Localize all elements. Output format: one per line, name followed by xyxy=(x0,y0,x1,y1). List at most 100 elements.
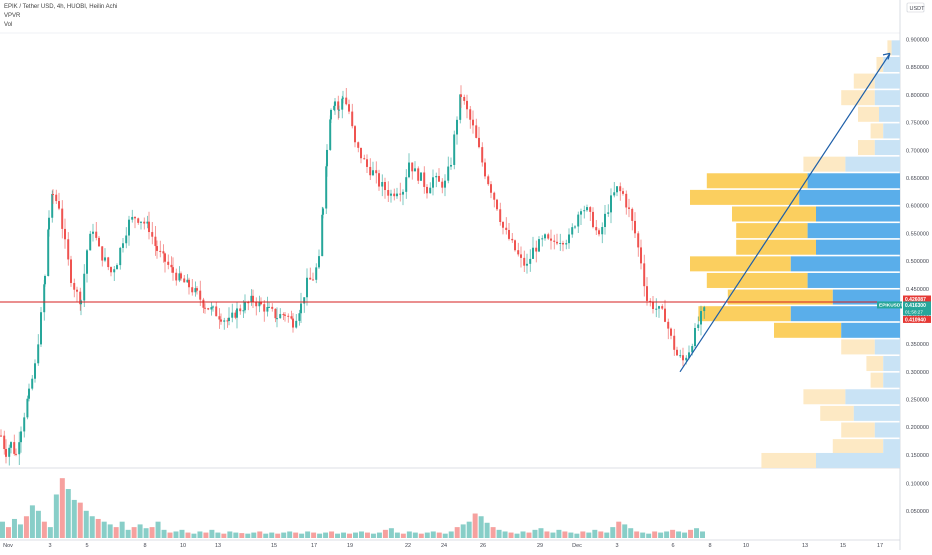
candle xyxy=(598,228,600,237)
volume-bar xyxy=(59,478,65,538)
candle xyxy=(180,271,182,281)
volume-bar xyxy=(442,533,448,538)
volume-bar xyxy=(646,533,652,538)
candle-body xyxy=(162,251,165,254)
volume-bar xyxy=(71,499,77,538)
time-tick-label: 5 xyxy=(85,543,88,549)
candle xyxy=(628,198,630,218)
candle xyxy=(167,254,170,270)
candle xyxy=(292,313,294,333)
time-axis[interactable]: Nov 3 5 8 10 13 15 17 19 22 24 26 29 Dec 3 6 8 10 13 15 17 xyxy=(3,543,883,549)
candle-body xyxy=(202,299,205,308)
candle xyxy=(583,205,586,219)
candle xyxy=(396,187,398,199)
volume-bar xyxy=(592,529,598,538)
candle xyxy=(303,297,306,313)
candle xyxy=(544,233,546,241)
candle xyxy=(441,178,444,194)
indicator-vol[interactable]: Vol xyxy=(4,22,13,28)
candle xyxy=(58,192,60,211)
candle xyxy=(670,327,672,340)
profile-down-bar xyxy=(706,272,808,288)
candle xyxy=(306,268,308,306)
candle-body xyxy=(218,316,221,320)
candle-body xyxy=(547,234,550,239)
volume-bar xyxy=(53,494,59,538)
candle xyxy=(300,292,302,323)
candle-body xyxy=(532,247,534,259)
candle xyxy=(640,239,642,270)
candle xyxy=(154,226,157,256)
price-tick-label: 0.550000 xyxy=(906,231,929,237)
volume-bar xyxy=(454,527,460,538)
candle-body xyxy=(215,306,218,317)
profile-down-bar xyxy=(820,405,854,421)
symbol-title[interactable]: EPIK / Tether USD, 4h, HUOBI, Heilin Ach… xyxy=(4,4,118,10)
profile-up-bar xyxy=(790,306,900,322)
candle-body xyxy=(128,219,130,236)
candle xyxy=(143,217,146,230)
candle-body xyxy=(420,172,422,181)
candle-body xyxy=(610,195,612,213)
lower-line-label-text: 0.410940 xyxy=(905,317,926,323)
upper-line-label-text: 0.426087 xyxy=(905,297,926,303)
volume-bar xyxy=(245,533,251,538)
indicator-vpvr[interactable]: VPVR xyxy=(4,13,21,19)
profile-down-bar xyxy=(727,289,833,305)
candle xyxy=(290,310,293,320)
candle xyxy=(20,426,22,453)
last-price-box xyxy=(903,301,931,316)
trend-line xyxy=(679,53,891,373)
candle-body xyxy=(411,162,414,172)
candle-body xyxy=(40,312,42,345)
volume-bar xyxy=(89,516,95,538)
candle xyxy=(40,306,42,347)
candle-body xyxy=(685,357,688,361)
volume-bar xyxy=(514,533,520,538)
candle-body xyxy=(556,241,558,244)
profile-up-bar xyxy=(874,339,900,355)
candle-body xyxy=(276,318,278,320)
candle-body xyxy=(228,317,230,321)
currency-box xyxy=(906,2,925,13)
candle-body xyxy=(271,306,274,309)
candle xyxy=(151,222,154,245)
candle xyxy=(703,305,706,319)
candle xyxy=(369,158,372,180)
price-tick-label: 0.600000 xyxy=(906,204,929,210)
candle xyxy=(363,154,366,160)
volume-bar xyxy=(418,533,424,538)
candle xyxy=(295,313,298,329)
candle xyxy=(387,181,390,203)
candle-body xyxy=(79,291,82,305)
candle-body xyxy=(258,301,261,307)
candle xyxy=(622,187,624,196)
profile-up-bar xyxy=(883,123,900,139)
volume-tick-label: 0.050000 xyxy=(906,509,929,515)
candle xyxy=(676,346,678,356)
volume-bar xyxy=(412,532,418,538)
volume-bar xyxy=(299,533,305,538)
time-tick-label: 17 xyxy=(877,543,883,549)
time-tick-label: 10 xyxy=(180,543,186,549)
chart-legend[interactable]: EPIK / Tether USD, 4h, HUOBI, Heilin Ach… xyxy=(4,3,117,30)
volume-bar xyxy=(448,531,454,538)
candle xyxy=(381,174,384,197)
candle xyxy=(610,188,612,224)
volume-bar xyxy=(670,529,676,538)
candle xyxy=(341,95,344,119)
candle-body xyxy=(212,306,214,308)
candle-body xyxy=(55,194,58,202)
candle xyxy=(652,296,654,314)
candle xyxy=(0,429,2,437)
candle xyxy=(475,118,478,139)
candle xyxy=(673,328,676,356)
volume-bar xyxy=(215,532,221,538)
candles[interactable] xyxy=(0,85,706,466)
volume-bar xyxy=(628,528,634,538)
price-tick-label: 0.250000 xyxy=(906,398,929,404)
candle xyxy=(607,204,610,217)
time-tick-label: Nov xyxy=(3,543,13,549)
